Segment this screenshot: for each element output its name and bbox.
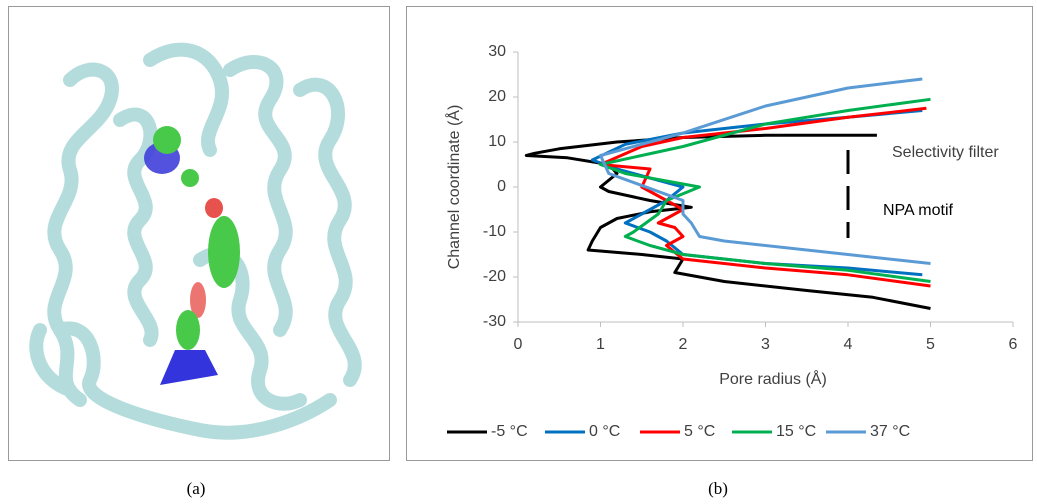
y-tick-label: 20 xyxy=(488,88,506,105)
legend-label: 0 °C xyxy=(589,423,620,440)
annotation: NPA motif xyxy=(883,202,953,219)
pore-surface xyxy=(144,126,240,385)
series-line xyxy=(599,106,931,288)
y-tick-label: 30 xyxy=(488,43,506,60)
y-tick-label: -10 xyxy=(483,223,506,240)
x-tick-label: 6 xyxy=(1009,336,1018,353)
legend-label: -5 °C xyxy=(491,423,528,440)
panel-a xyxy=(8,6,390,461)
x-tick-label: 5 xyxy=(926,336,935,353)
legend-label: 5 °C xyxy=(684,423,715,440)
panel-frame xyxy=(406,6,1033,461)
y-tick-label: 10 xyxy=(488,133,506,150)
x-tick-label: 2 xyxy=(679,336,688,353)
x-tick-label: 4 xyxy=(844,336,853,353)
annotation: Selectivity filter xyxy=(892,144,999,161)
protein-ribbons xyxy=(29,42,362,440)
x-tick-label: 3 xyxy=(761,336,770,353)
x-axis-label: Pore radius (Å) xyxy=(719,369,827,388)
series-line xyxy=(524,133,931,310)
y-tick-label: -20 xyxy=(483,268,506,285)
y-tick-label: 0 xyxy=(497,178,506,195)
legend-label: 15 °C xyxy=(776,423,816,440)
x-tick-label: 0 xyxy=(514,336,523,353)
x-tick-label: 1 xyxy=(596,336,605,353)
series-line xyxy=(599,97,931,283)
caption: (a) xyxy=(187,479,206,498)
y-axis-label: Channel coordinate (Å) xyxy=(444,105,463,270)
y-tick-label: -30 xyxy=(483,313,506,330)
series-line xyxy=(599,77,931,265)
caption: (b) xyxy=(708,479,728,498)
legend-label: 37 °C xyxy=(870,423,910,440)
chart: Pore radius (Å) Channel coordinate (Å) -… xyxy=(444,43,1017,440)
